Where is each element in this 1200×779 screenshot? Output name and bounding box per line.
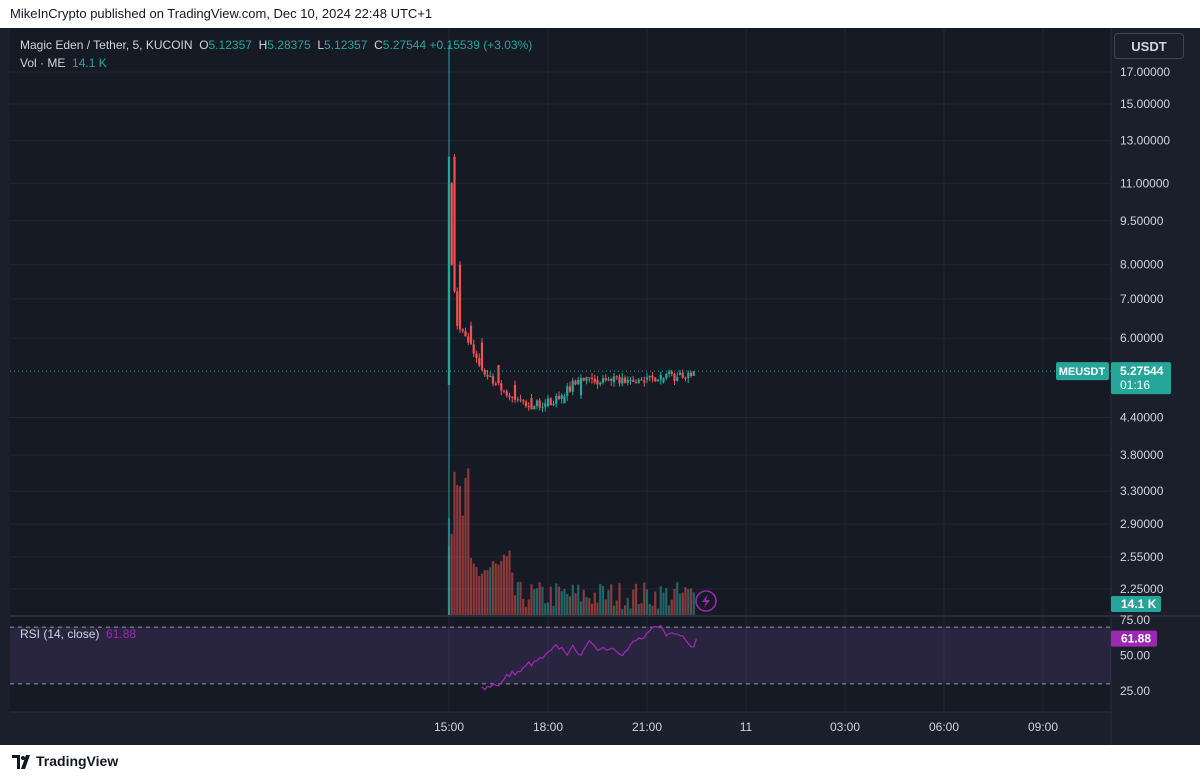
footer-brand[interactable]: TradingView [36, 753, 119, 769]
legend-high-label: H [258, 38, 268, 52]
chart-pane[interactable] [10, 28, 1111, 712]
volume-legend-label: Vol · ME [20, 56, 66, 70]
footer: TradingView [0, 745, 1200, 779]
volume-legend-value: 14.1 K [72, 56, 107, 70]
legend-open-value: 5.12357 [208, 38, 252, 52]
legend-open-label: O [199, 38, 209, 52]
legend-close-value: 5.27544 [382, 38, 427, 52]
tradingview-logo-icon[interactable] [12, 754, 32, 770]
rsi-legend[interactable]: RSI (14, close) 61.88 [20, 627, 136, 641]
rsi-legend-label: RSI (14, close) [20, 627, 100, 641]
publisher-line: MikeInCrypto published on TradingView.co… [0, 0, 1200, 28]
rsi-legend-value: 61.88 [106, 627, 137, 641]
volume-legend[interactable]: Vol · ME 14.1 K [20, 56, 107, 70]
legend-low-value: 5.12357 [324, 38, 368, 52]
legend-low-label: L [317, 38, 325, 52]
legend-high-value: 5.28375 [267, 38, 311, 52]
currency-button[interactable]: USDT [1114, 33, 1184, 59]
legend-change: +0.15539 (+3.03%) [429, 38, 533, 52]
symbol-legend[interactable]: Magic Eden / Tether, 5, KUCOIN O5.12357 … [20, 38, 532, 52]
legend-close-label: C [374, 38, 383, 52]
legend-symbol: Magic Eden / Tether, 5, KUCOIN [20, 38, 193, 52]
